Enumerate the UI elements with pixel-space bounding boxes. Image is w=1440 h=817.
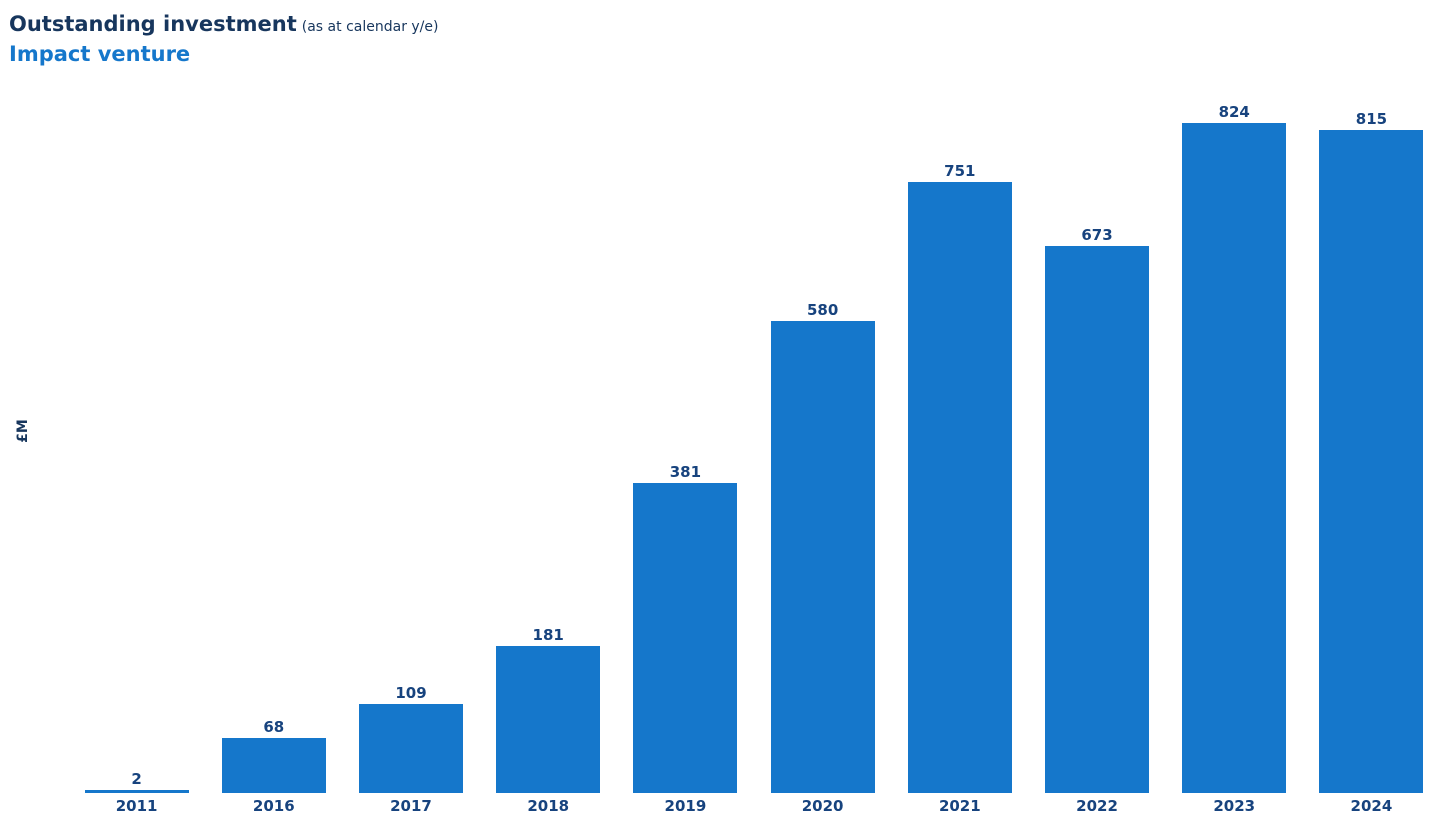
x-axis-tick-label: 2018	[527, 797, 570, 815]
bar	[633, 483, 738, 793]
bar-value-label: 673	[1081, 225, 1113, 244]
bar	[84, 790, 189, 793]
chart-subtitle: Impact venture	[9, 42, 191, 66]
bar-column: 673 2022	[1028, 101, 1165, 815]
chart-title-line: Outstanding investment (as at calendar y/…	[9, 11, 438, 41]
bar	[1182, 123, 1287, 793]
bar	[496, 645, 601, 793]
chart-title-suffix: (as at calendar y/e)	[301, 19, 439, 35]
bar-column: 580 2020	[754, 101, 891, 815]
bar-value-label: 109	[395, 684, 427, 703]
x-axis-tick-label: 2021	[938, 797, 981, 815]
x-axis-tick-label: 2022	[1076, 797, 1118, 815]
bar	[1319, 130, 1424, 793]
x-axis-tick-label: 2024	[1350, 797, 1393, 815]
chart-header: Outstanding investment (as at calendar y/…	[9, 11, 438, 67]
bar-value-label: 815	[1355, 110, 1388, 129]
x-axis-tick-label: 2016	[252, 797, 295, 815]
chart-title: Outstanding investment	[9, 12, 297, 36]
x-axis-tick-label: 2011	[115, 797, 158, 815]
bar-value-label: 381	[669, 463, 702, 482]
y-axis-label: £M	[15, 419, 31, 443]
bar	[359, 704, 463, 793]
bar-column: 2 2011	[68, 101, 205, 815]
bar	[907, 182, 1012, 793]
bar-value-label: 2	[131, 770, 142, 788]
bar	[1045, 245, 1150, 793]
x-axis-tick-label: 2019	[664, 797, 707, 815]
bar-value-label: 181	[532, 625, 564, 644]
bar-column: 109 2017	[342, 101, 479, 815]
x-axis-tick-label: 2017	[390, 797, 432, 815]
bar-value-label: 68	[263, 717, 285, 736]
bar-value-label: 580	[806, 301, 839, 320]
bar-value-label: 824	[1218, 103, 1250, 121]
bar-column: 381 2019	[617, 101, 754, 815]
bar-column: 751 2021	[891, 101, 1028, 815]
bar	[221, 737, 326, 793]
bar-column: 815 2024	[1303, 101, 1440, 815]
bar-value-label: 751	[944, 162, 976, 181]
x-axis-tick-label: 2020	[801, 797, 844, 815]
bar-column: 68 2016	[205, 101, 342, 815]
bar-column: 181 2018	[480, 101, 617, 815]
bar-chart-plot-area: 2 2011 68 2016 109 2017 181 2018 381 2019 580 2020 7…	[68, 101, 1440, 815]
bar-column: 824 2023	[1166, 101, 1303, 815]
bar	[770, 321, 875, 793]
x-axis-tick-label: 2023	[1213, 797, 1256, 815]
